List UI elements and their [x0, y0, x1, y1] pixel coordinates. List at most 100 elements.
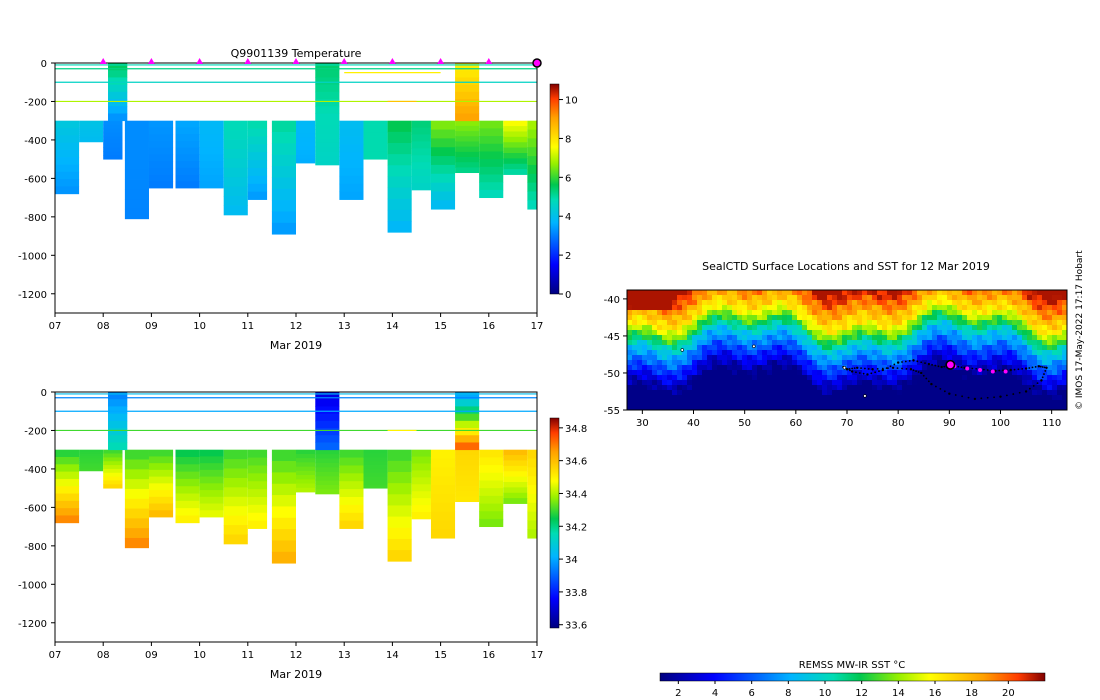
sst-cell [912, 355, 918, 361]
sst-cell [737, 295, 743, 301]
track-point [878, 370, 880, 373]
sst-cell [632, 300, 638, 306]
salinity-data [55, 392, 537, 564]
sst-cell [742, 390, 748, 396]
sst-cell [852, 350, 858, 356]
profile-band [271, 211, 296, 224]
x-tick-label: 11 [241, 321, 254, 332]
profile-band [124, 528, 149, 539]
sst-cell [777, 340, 783, 346]
x-tick-label: 15 [434, 650, 447, 661]
sst-cell [707, 390, 713, 396]
sst-cell [827, 305, 833, 311]
surface-column-band [455, 392, 480, 400]
sst-cell [1052, 335, 1058, 341]
sst-cell [637, 310, 643, 316]
sst-cell [712, 375, 718, 381]
sst-cell [1027, 315, 1033, 321]
sst-cell [942, 385, 948, 391]
sst-cell [637, 390, 643, 396]
sst-cell [1062, 380, 1067, 386]
profile-band [296, 453, 316, 459]
sst-cell [627, 295, 633, 301]
profile-band [271, 166, 296, 178]
sst-cell [687, 365, 693, 371]
sst-cell [772, 375, 778, 381]
sst-cell [812, 320, 818, 326]
sst-cell [642, 350, 648, 356]
profile-band [223, 205, 248, 216]
sst-cell [762, 315, 768, 321]
profile-band [103, 480, 123, 485]
sst-cell [807, 395, 813, 401]
sst-cell [1022, 395, 1028, 401]
sst-cell [932, 385, 938, 391]
surface-column-band [315, 99, 340, 107]
sst-cell [1017, 310, 1023, 316]
sst-cell [632, 310, 638, 316]
profile-band [199, 181, 224, 189]
x-tick-label: 10 [193, 321, 206, 332]
profile-band [339, 168, 364, 177]
sst-cell [807, 350, 813, 356]
track-point [1021, 367, 1024, 370]
sst-cell [687, 405, 693, 410]
profile-band [199, 456, 224, 464]
profile-band [175, 161, 200, 169]
sst-cell [982, 330, 988, 336]
sst-cell [952, 290, 958, 296]
sst-cell [857, 400, 863, 406]
sst-cell [697, 390, 703, 396]
sst-cell [877, 400, 883, 406]
sst-cell [872, 295, 878, 301]
track-point [849, 369, 851, 372]
sst-cell [892, 350, 898, 356]
sst-cell [707, 360, 713, 366]
sst-cell [982, 380, 988, 386]
sst-cell [717, 375, 723, 381]
track-point [982, 368, 985, 371]
sst-cell [702, 335, 708, 341]
profile-band [363, 151, 388, 156]
sst-cell [927, 305, 933, 311]
sst-cell [777, 345, 783, 351]
sst-cell [632, 385, 638, 391]
sst-cell [737, 405, 743, 410]
sst-cell [852, 320, 858, 326]
profile-band [479, 449, 504, 458]
sst-cell [752, 370, 758, 376]
profile-band [455, 167, 480, 174]
profile-band [387, 483, 412, 495]
profile-band [271, 177, 296, 190]
sst-cell [802, 345, 808, 351]
sst-cell [972, 365, 978, 371]
sst-cell [957, 295, 963, 301]
profile-band [247, 457, 268, 466]
sst-cell [977, 395, 983, 401]
sst-cell [902, 290, 908, 296]
sst-cell [642, 340, 648, 346]
sst-cell [672, 320, 678, 326]
sst-cell [842, 325, 848, 331]
track-point [1041, 376, 1044, 379]
sst-cell [937, 300, 943, 306]
profile-band [55, 493, 80, 502]
sst-cell [942, 305, 948, 311]
sst-cell [932, 340, 938, 346]
sst-cell [857, 390, 863, 396]
sst-cell [1047, 345, 1053, 351]
sst-cell [1007, 365, 1013, 371]
sst-cell [902, 355, 908, 361]
colorbar-tick-label: 12 [855, 688, 868, 699]
sst-cell [802, 355, 808, 361]
sst-cell [802, 290, 808, 296]
surface-marker [292, 58, 300, 64]
sst-cell [827, 295, 833, 301]
sst-cell [877, 295, 883, 301]
profile-band [79, 120, 104, 124]
sst-cell [657, 320, 663, 326]
sst-cell [792, 380, 798, 386]
sst-cell [717, 385, 723, 391]
sst-cell [777, 305, 783, 311]
sst-cell [1052, 305, 1058, 311]
